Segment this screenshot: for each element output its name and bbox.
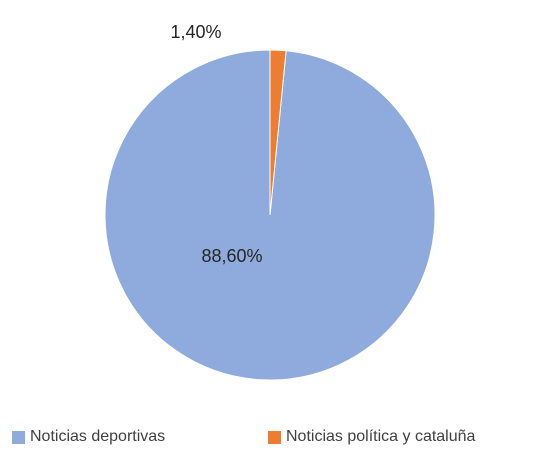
data-label-1: 1,40%: [170, 22, 221, 42]
legend-label-noticias-deportivas: Noticias deportivas: [30, 428, 166, 445]
pie-slices: [104, 49, 436, 381]
legend-label-noticias-politica: Noticias política y cataluña: [286, 428, 476, 445]
legend-item-noticias-deportivas: Noticias deportivas: [12, 427, 165, 447]
pie-slice-1: [269, 49, 287, 216]
data-label-0: 88,60%: [201, 246, 262, 266]
legend-item-noticias-politica: Noticias política y cataluña: [268, 427, 475, 447]
chart-legend: Noticias deportivas Noticias política y …: [0, 427, 547, 447]
legend-swatch-noticias-politica: [268, 430, 281, 444]
pie-data-labels: 88,60% 1,40%: [170, 22, 262, 266]
legend-swatch-noticias-deportivas: [12, 430, 25, 444]
